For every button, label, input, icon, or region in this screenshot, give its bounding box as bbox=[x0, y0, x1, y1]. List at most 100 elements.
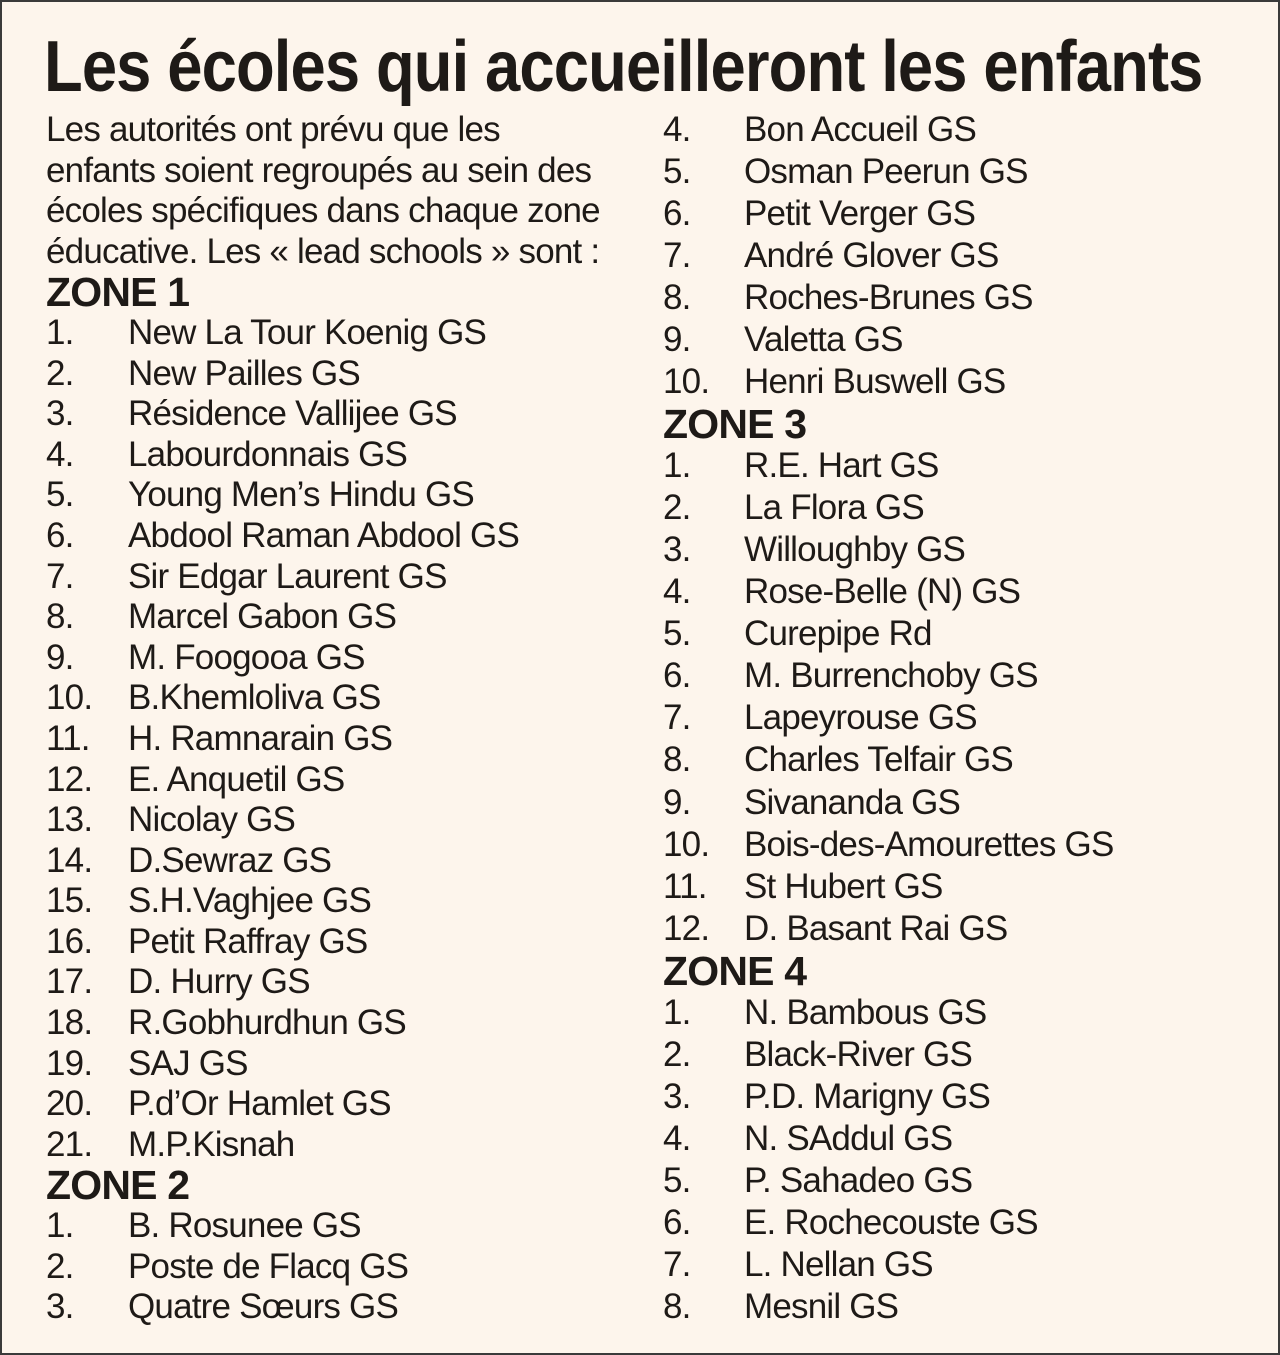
school-name: M. Burrenchoby GS bbox=[744, 656, 1039, 696]
school-item: 8. Marcel Gabon GS bbox=[46, 597, 646, 638]
zone-2-continued: 4. Bon Accueil GS 5. Osman Peerun GS 6. Pet… bbox=[663, 109, 1263, 403]
school-number: 8. bbox=[663, 1286, 691, 1326]
school-item: 7. Sir Edgar Laurent GS bbox=[46, 557, 646, 598]
school-name: Sir Edgar Laurent GS bbox=[128, 556, 447, 596]
school-number: 4. bbox=[663, 1118, 691, 1158]
school-item: 14. D.Sewraz GS bbox=[46, 841, 646, 882]
school-item: 5. Curepipe Rd bbox=[663, 613, 1263, 655]
school-item: 4. Bon Accueil GS bbox=[663, 109, 1263, 151]
school-name: Nicolay GS bbox=[128, 800, 296, 840]
school-name: Charles Telfair GS bbox=[744, 740, 1014, 780]
school-number: 4. bbox=[663, 110, 691, 149]
intro-paragraph: Les autorités ont prévu que les enfants … bbox=[46, 110, 646, 272]
school-item: 18. R.Gobhurdhun GS bbox=[46, 1003, 646, 1044]
intro-line: éducative. Les « lead schools » sont : bbox=[46, 231, 600, 271]
school-number: 12. bbox=[46, 759, 93, 799]
school-item: 3. Quatre Sœurs GS bbox=[46, 1287, 646, 1328]
intro-line: enfants soient regroupés au sein des bbox=[46, 150, 592, 190]
school-item: 10. B.Khemloliva GS bbox=[46, 678, 646, 719]
school-item: 1. N. Bambous GS bbox=[663, 992, 1263, 1034]
school-name: P. Sahadeo GS bbox=[744, 1160, 973, 1200]
school-number: 6. bbox=[46, 515, 74, 555]
school-item: 13. Nicolay GS bbox=[46, 800, 646, 841]
school-name: B. Rosunee GS bbox=[128, 1206, 362, 1246]
school-item: 20. P.d’Or Hamlet GS bbox=[46, 1084, 646, 1125]
school-number: 3. bbox=[46, 394, 74, 434]
school-item: 12. E. Anquetil GS bbox=[46, 760, 646, 801]
school-item: 2. Poste de Flacq GS bbox=[46, 1247, 646, 1288]
school-number: 7. bbox=[663, 698, 691, 738]
zone-4: ZONE 4 1. N. Bambous GS 2. Black-River GS … bbox=[663, 950, 1263, 1328]
school-item: 9. Valetta GS bbox=[663, 319, 1263, 361]
school-number: 4. bbox=[46, 434, 74, 474]
school-name: M.P.Kisnah bbox=[128, 1124, 295, 1164]
school-item: 6. Petit Verger GS bbox=[663, 193, 1263, 235]
school-name: New Pailles GS bbox=[128, 353, 361, 393]
school-name: Petit Verger GS bbox=[744, 194, 976, 234]
school-item: 6. E. Rochecouste GS bbox=[663, 1202, 1263, 1244]
school-item: 3. Résidence Vallijee GS bbox=[46, 394, 646, 435]
school-number: 3. bbox=[663, 530, 691, 570]
school-number: 20. bbox=[46, 1084, 93, 1124]
school-number: 11. bbox=[663, 866, 707, 906]
school-number: 5. bbox=[46, 475, 74, 515]
school-item: 3. Willoughby GS bbox=[663, 529, 1263, 571]
school-item: 2. New Pailles GS bbox=[46, 354, 646, 395]
school-item: 7. L. Nellan GS bbox=[663, 1244, 1263, 1286]
school-number: 1. bbox=[46, 1206, 74, 1246]
school-number: 10. bbox=[663, 824, 710, 864]
school-item: 4. Rose-Belle (N) GS bbox=[663, 571, 1263, 613]
school-item: 9. Sivananda GS bbox=[663, 782, 1263, 824]
school-name: Roches-Brunes GS bbox=[744, 278, 1034, 318]
school-item: 21. M.P.Kisnah bbox=[46, 1125, 646, 1166]
zone-heading: ZONE 1 bbox=[46, 269, 190, 316]
school-number: 7. bbox=[46, 556, 74, 596]
school-item: 1. New La Tour Koenig GS bbox=[46, 313, 646, 354]
school-number: 9. bbox=[663, 782, 691, 822]
school-item: 11. St Hubert GS bbox=[663, 866, 1263, 908]
school-number: 18. bbox=[46, 1003, 93, 1043]
school-number: 9. bbox=[663, 320, 691, 360]
school-number: 21. bbox=[46, 1124, 93, 1164]
school-number: 1. bbox=[46, 312, 74, 352]
school-item: 8. Roches-Brunes GS bbox=[663, 277, 1263, 319]
school-item: 15. S.H.Vaghjee GS bbox=[46, 881, 646, 922]
school-number: 11. bbox=[46, 718, 90, 758]
school-item: 1. R.E. Hart GS bbox=[663, 445, 1263, 487]
school-number: 9. bbox=[46, 637, 74, 677]
school-name: D.Sewraz GS bbox=[128, 840, 332, 880]
zone-heading: ZONE 4 bbox=[663, 947, 807, 994]
zone-1: ZONE 1 1. New La Tour Koenig GS 2. New Pai… bbox=[46, 272, 646, 1165]
school-item: 12. D. Basant Rai GS bbox=[663, 908, 1263, 950]
school-item: 5. P. Sahadeo GS bbox=[663, 1160, 1263, 1202]
school-name: Abdool Raman Abdool GS bbox=[128, 515, 520, 555]
left-column: Les autorités ont prévu que les enfants … bbox=[46, 110, 646, 1328]
school-name: Rose-Belle (N) GS bbox=[744, 572, 1021, 612]
school-number: 5. bbox=[663, 1160, 691, 1200]
zone-3: ZONE 3 1. R.E. Hart GS 2. La Flora GS 3. Wi… bbox=[663, 403, 1263, 949]
school-number: 8. bbox=[663, 740, 691, 780]
school-item: 6. M. Burrenchoby GS bbox=[663, 655, 1263, 697]
school-name: Bois-des-Amourettes GS bbox=[744, 824, 1114, 864]
school-number: 1. bbox=[663, 446, 691, 486]
school-number: 2. bbox=[663, 1034, 691, 1074]
school-name: Résidence Vallijee GS bbox=[128, 394, 458, 434]
school-item: 4. Labourdonnais GS bbox=[46, 435, 646, 476]
school-item: 8. Mesnil GS bbox=[663, 1286, 1263, 1328]
school-name: Curepipe Rd bbox=[744, 614, 933, 654]
intro-line: écoles spécifiques dans chaque zone bbox=[46, 191, 601, 231]
school-name: N. Bambous GS bbox=[744, 992, 987, 1032]
school-item: 2. Black-River GS bbox=[663, 1034, 1263, 1076]
school-name: H. Ramnarain GS bbox=[128, 718, 393, 758]
school-number: 3. bbox=[46, 1287, 74, 1327]
school-name: Black-River GS bbox=[744, 1034, 973, 1074]
school-name: St Hubert GS bbox=[744, 866, 943, 906]
school-name: D. Hurry GS bbox=[128, 962, 311, 1002]
school-item: 4. N. SAddul GS bbox=[663, 1118, 1263, 1160]
school-name: Quatre Sœurs GS bbox=[128, 1287, 399, 1327]
zone-heading: ZONE 2 bbox=[46, 1162, 190, 1209]
school-name: Petit Raffray GS bbox=[128, 921, 368, 961]
school-number: 6. bbox=[663, 656, 691, 696]
school-name: La Flora GS bbox=[744, 488, 925, 528]
school-item: 16. Petit Raffray GS bbox=[46, 922, 646, 963]
